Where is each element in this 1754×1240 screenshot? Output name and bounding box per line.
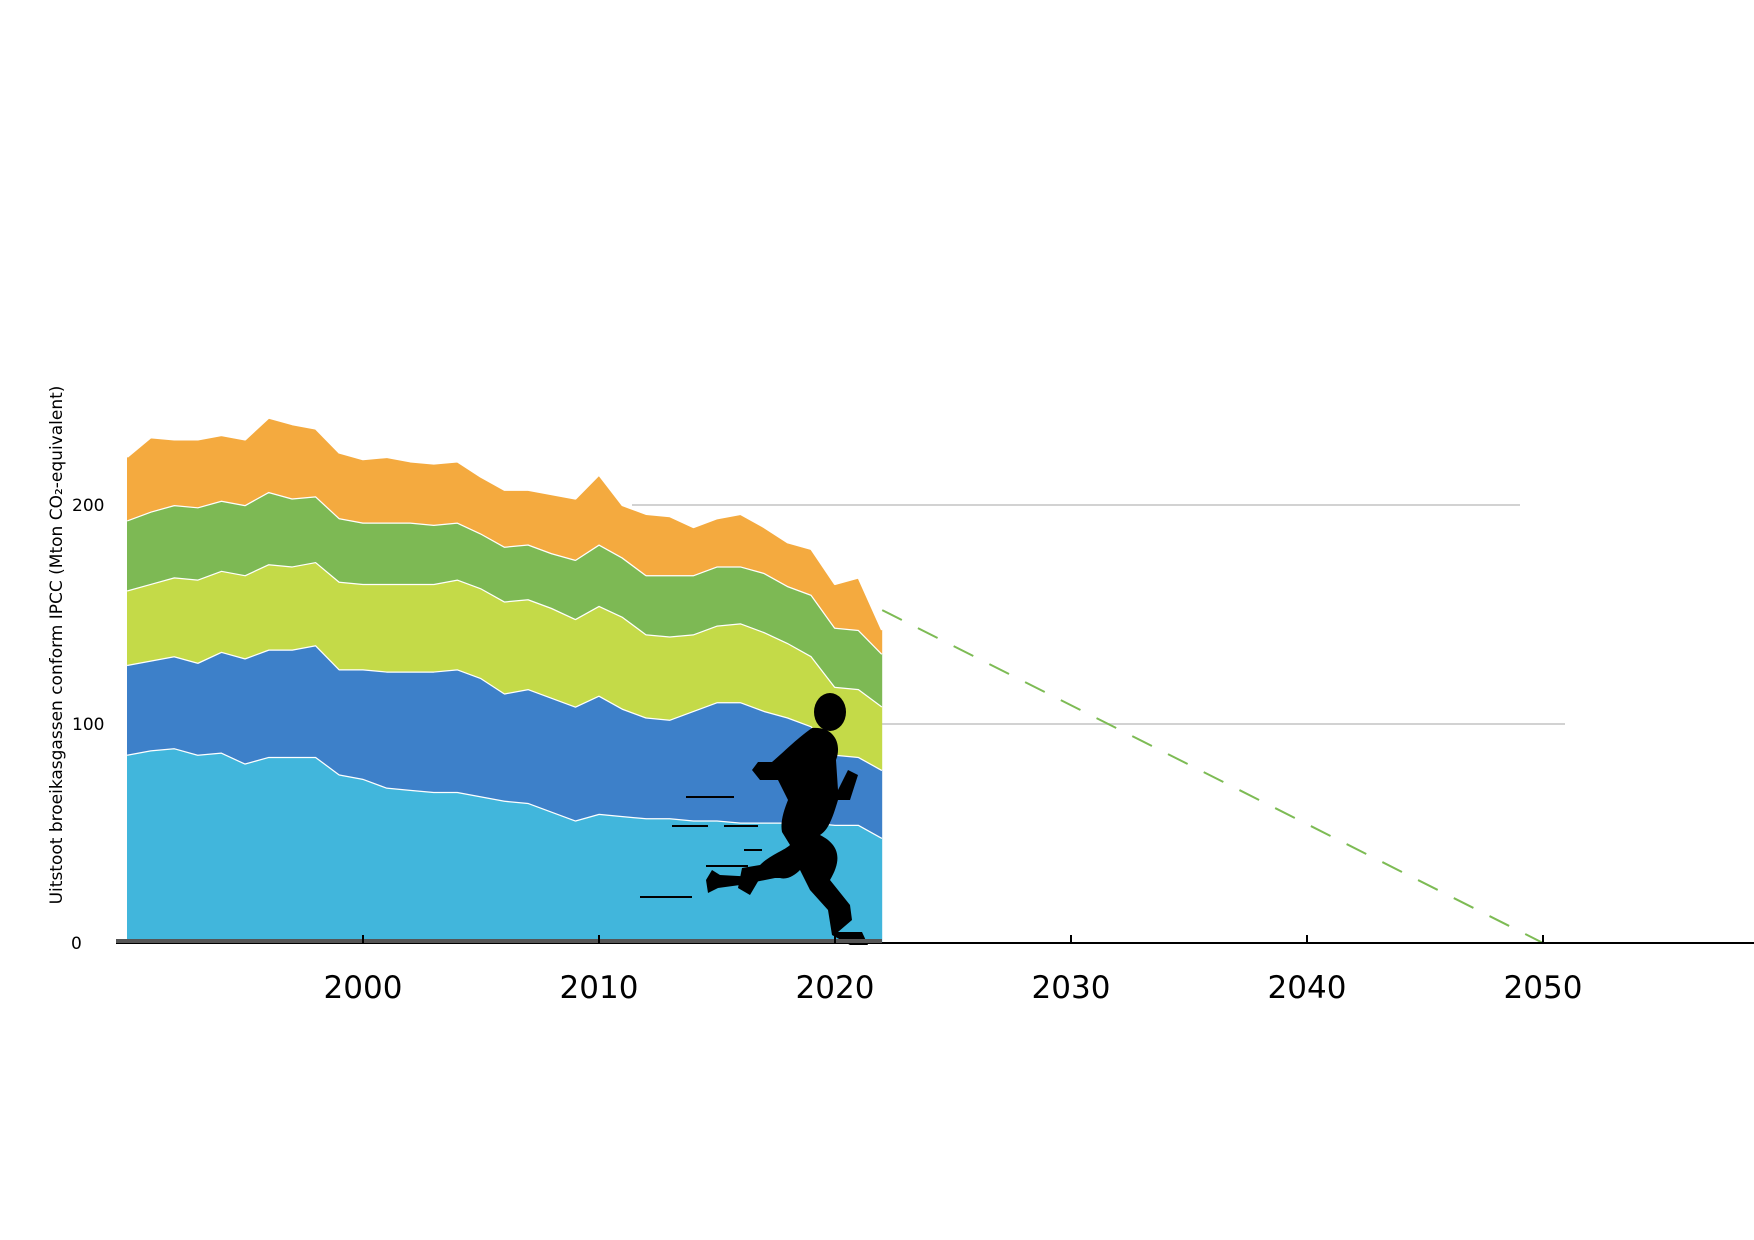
y-tick-label-100: 100 [72,715,104,735]
projection [881,609,1544,944]
x-tick-label-2030: 2030 [1032,970,1111,1006]
axes: 2000 2010 2020 2030 2040 2050 0 100 200 [71,496,1754,1006]
y-axis-title: Uitstoot broeikasgassen conform IPCC (Mt… [47,386,67,905]
y-tick-label-200: 200 [72,496,104,516]
area-boundary-5 [126,416,884,631]
area-series-5 [127,417,883,654]
area-series-3 [127,561,883,770]
area-series-2 [127,645,883,838]
projection-dashed-line [881,609,1544,944]
area-series-1 [127,748,883,943]
y-tick-label-0: 0 [71,934,82,954]
x-tick-label-2040: 2040 [1268,970,1347,1006]
x-tick-label-2000: 2000 [324,970,403,1006]
runner-silhouette [640,693,868,945]
x-tick-label-2020: 2020 [796,970,875,1006]
x-tick-label-2010: 2010 [560,970,639,1006]
gridlines [632,504,1565,725]
stacked-areas [126,416,884,943]
axis-labels: Uitstoot broeikasgassen conform IPCC (Mt… [47,386,67,905]
area-series-4 [127,491,883,707]
x-tick-label-2050: 2050 [1504,970,1583,1006]
